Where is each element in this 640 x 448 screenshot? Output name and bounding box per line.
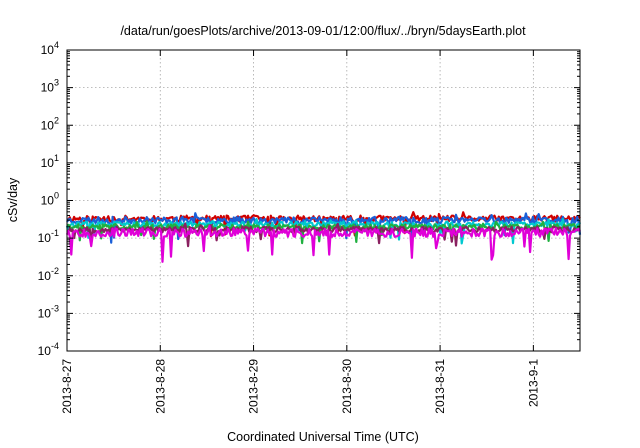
x-tick-label: 2013-8-28: [153, 359, 167, 414]
y-tick-label: 103: [41, 78, 59, 95]
y-tick-label: 102: [41, 115, 59, 132]
x-axis: 2013-8-27 2013-8-28 2013-8-29 2013-8-30 2013…: [60, 50, 540, 414]
y-tick-label: 101: [41, 153, 59, 170]
series-line-3: [65, 218, 582, 245]
y-axis-label: cSv/day: [6, 177, 20, 222]
y-tick-label: 10-3: [38, 303, 59, 320]
series-line-1: [66, 211, 581, 238]
x-tick-label: 2013-8-29: [247, 359, 261, 414]
y-tick-label: 10-1: [38, 228, 59, 245]
x-axis-label: Coordinated Universal Time (UTC): [227, 430, 419, 444]
grid: [67, 50, 580, 351]
y-axis: 10-4 10-3 10-2 10-1 100 101 102 103 104: [38, 40, 580, 358]
x-tick-label: 2013-8-31: [433, 359, 447, 414]
x-tick-label: 2013-8-30: [340, 359, 354, 414]
y-tick-label: 100: [41, 191, 59, 208]
y-tick-label: 10-2: [38, 266, 59, 283]
y-tick-label: 104: [41, 40, 59, 57]
x-tick-label: 2013-8-27: [60, 359, 74, 414]
chart-title: /data/run/goesPlots/archive/2013-09-01/1…: [120, 24, 526, 38]
series-line-6: [65, 224, 581, 263]
y-tick-label: 10-4: [38, 341, 59, 358]
series-line-4: [66, 220, 581, 245]
x-tick-label: 2013-9-1: [526, 359, 540, 407]
series-group: [65, 211, 582, 263]
